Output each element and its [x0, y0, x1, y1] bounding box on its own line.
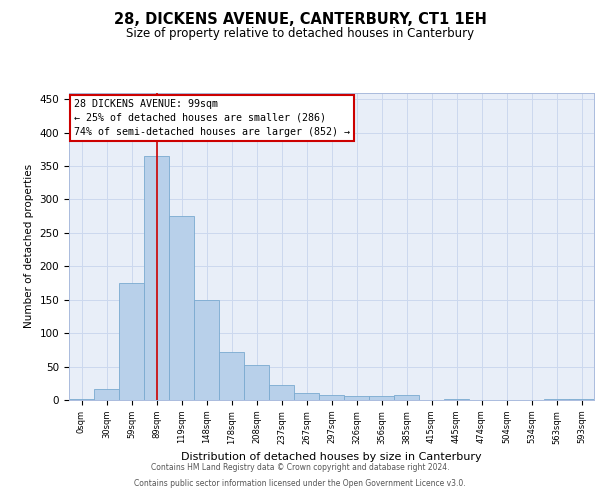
Y-axis label: Number of detached properties: Number of detached properties: [24, 164, 34, 328]
Bar: [144, 156, 169, 400]
Bar: [194, 300, 219, 400]
Text: Size of property relative to detached houses in Canterbury: Size of property relative to detached ho…: [126, 28, 474, 40]
Bar: [444, 398, 469, 400]
Text: Contains HM Land Registry data © Crown copyright and database right 2024.: Contains HM Land Registry data © Crown c…: [151, 464, 449, 472]
Text: 28 DICKENS AVENUE: 99sqm
← 25% of detached houses are smaller (286)
74% of semi-: 28 DICKENS AVENUE: 99sqm ← 25% of detach…: [74, 98, 350, 136]
Bar: [219, 352, 244, 400]
Bar: [344, 396, 369, 400]
Bar: [294, 394, 319, 400]
Bar: [394, 396, 419, 400]
Bar: [69, 398, 94, 400]
Text: Contains public sector information licensed under the Open Government Licence v3: Contains public sector information licen…: [134, 478, 466, 488]
X-axis label: Distribution of detached houses by size in Canterbury: Distribution of detached houses by size …: [181, 452, 482, 462]
Bar: [94, 388, 119, 400]
Bar: [244, 364, 269, 400]
Bar: [119, 283, 144, 400]
Bar: [369, 396, 394, 400]
Text: 28, DICKENS AVENUE, CANTERBURY, CT1 1EH: 28, DICKENS AVENUE, CANTERBURY, CT1 1EH: [113, 12, 487, 28]
Bar: [169, 216, 194, 400]
Bar: [269, 384, 294, 400]
Bar: [319, 396, 344, 400]
